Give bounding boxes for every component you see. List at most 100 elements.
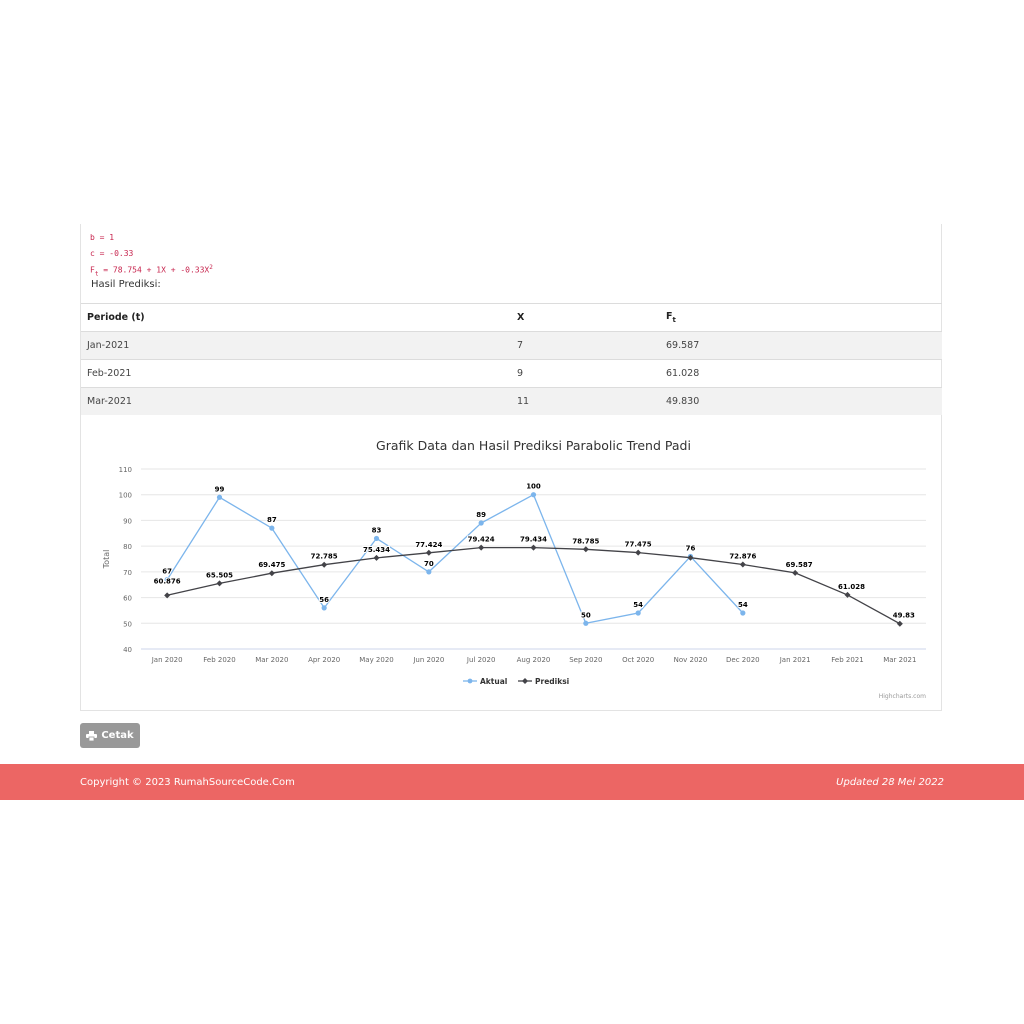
formula-ft: Ft = 78.754 + 1X + -0.33X2 [90, 264, 213, 278]
data-label: 56 [319, 596, 329, 604]
data-label: 69.587 [786, 561, 813, 569]
cell-x: 9 [511, 359, 660, 388]
cell-ft: 49.830 [660, 387, 942, 415]
x-tick-label: Jan 2021 [779, 656, 811, 664]
data-label: 70 [424, 560, 434, 568]
x-tick-label: Mar 2021 [883, 656, 916, 664]
data-label: 77.424 [415, 541, 442, 549]
legend-marker [522, 678, 528, 684]
chart-title: Grafik Data dan Hasil Prediksi Parabolic… [376, 438, 691, 453]
data-label: 83 [372, 526, 382, 534]
data-label: 76 [686, 544, 696, 552]
data-point [896, 620, 903, 627]
footer-updated: Updated 28 Mei 2022 [836, 777, 944, 788]
data-point [269, 525, 275, 531]
cell-x: 7 [511, 331, 660, 360]
data-label: 49.83 [893, 612, 915, 620]
data-point [530, 492, 537, 498]
data-label: 69.475 [258, 561, 285, 569]
data-label: 60.876 [154, 577, 181, 585]
y-tick-label: 100 [119, 492, 132, 500]
y-tick-label: 60 [123, 595, 132, 603]
data-point [844, 591, 851, 598]
cetak-button[interactable]: Cetak [80, 723, 140, 748]
header-x: X [511, 303, 660, 332]
x-tick-label: Jul 2020 [466, 656, 496, 664]
x-tick-label: Oct 2020 [622, 656, 654, 664]
cell-periode: Jan-2021 [81, 331, 511, 360]
data-point [321, 561, 328, 568]
y-tick-label: 90 [123, 517, 132, 525]
table-row: Mar-2021 11 49.830 [81, 387, 942, 415]
data-point [268, 570, 275, 577]
legend-marker [467, 678, 473, 684]
data-label: 99 [215, 485, 225, 493]
footer-copyright: Copyright © 2023 RumahSourceCode.Com [80, 777, 295, 788]
table-row: Feb-2021 9 61.028 [81, 359, 942, 388]
data-label: 54 [633, 601, 643, 609]
y-tick-label: 40 [123, 646, 132, 654]
data-point [216, 580, 223, 587]
data-point [373, 535, 380, 542]
data-point [582, 546, 589, 553]
y-tick-label: 50 [123, 620, 132, 628]
hasil-prediksi-label: Hasil Prediksi: [91, 279, 161, 290]
data-point [530, 544, 537, 551]
trend-chart: Grafik Data dan Hasil Prediksi Parabolic… [102, 438, 926, 700]
prediction-table: Periode (t) X Ft Jan-2021 7 69.587 Feb-2… [81, 303, 942, 415]
x-tick-label: May 2020 [359, 656, 394, 664]
x-tick-label: Dec 2020 [726, 656, 760, 664]
data-label: 79.424 [468, 536, 495, 544]
x-tick-label: Mar 2020 [255, 656, 288, 664]
data-label: 75.434 [363, 546, 390, 554]
x-tick-label: Sep 2020 [569, 656, 602, 664]
data-point [739, 561, 746, 568]
x-tick-label: Feb 2021 [831, 656, 863, 664]
data-label: 54 [738, 601, 748, 609]
x-tick-label: Apr 2020 [308, 656, 340, 664]
formula-c: c = -0.33 [90, 249, 134, 258]
cetak-label: Cetak [101, 730, 134, 741]
data-point [687, 554, 694, 561]
data-label: 79.434 [520, 536, 547, 544]
data-point [478, 544, 485, 551]
data-label: 50 [581, 611, 591, 619]
printer-icon [86, 730, 98, 741]
data-label: 61.028 [838, 583, 865, 591]
data-point [740, 610, 746, 616]
cell-x: 11 [511, 387, 660, 415]
series-line-aktual [166, 493, 744, 625]
header-periode: Periode (t) [81, 303, 511, 332]
x-tick-label: Feb 2020 [203, 656, 235, 664]
data-point [373, 554, 380, 561]
chart-credits: Highcharts.com [879, 693, 926, 700]
legend-item: Prediksi [535, 677, 569, 686]
data-label: 72.785 [311, 553, 338, 561]
data-label: 65.505 [206, 571, 233, 579]
data-point [426, 569, 432, 575]
data-point [478, 520, 484, 526]
cell-periode: Feb-2021 [81, 359, 511, 388]
x-tick-label: Nov 2020 [674, 656, 708, 664]
data-label: 78.785 [572, 537, 599, 545]
data-point [425, 549, 432, 556]
data-point [792, 569, 799, 576]
data-point [635, 549, 642, 556]
data-label: 100 [526, 483, 541, 491]
data-point [583, 620, 589, 626]
data-label: 87 [267, 516, 277, 524]
header-ft: Ft [660, 303, 942, 332]
cell-ft: 61.028 [660, 359, 942, 388]
data-label: 89 [476, 511, 486, 519]
y-tick-label: 70 [123, 569, 132, 577]
data-label: 77.475 [625, 541, 652, 549]
data-point [164, 576, 170, 583]
cell-ft: 69.587 [660, 331, 942, 360]
legend-item: Aktual [480, 677, 507, 686]
y-axis-label: Total [102, 550, 111, 570]
footer: Copyright © 2023 RumahSourceCode.Com Upd… [0, 764, 1024, 800]
x-tick-label: Jan 2020 [151, 656, 183, 664]
data-point [164, 592, 171, 599]
data-point [635, 610, 641, 616]
cell-periode: Mar-2021 [81, 387, 511, 415]
